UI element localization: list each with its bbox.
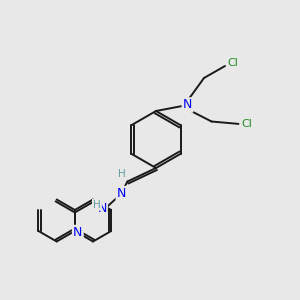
Text: H: H xyxy=(93,200,101,210)
Text: Cl: Cl xyxy=(242,119,252,129)
Text: N: N xyxy=(73,226,83,239)
Text: Cl: Cl xyxy=(227,58,238,68)
Text: H: H xyxy=(118,169,126,179)
Text: N: N xyxy=(183,98,192,112)
Text: N: N xyxy=(97,202,107,215)
Text: N: N xyxy=(117,187,126,200)
